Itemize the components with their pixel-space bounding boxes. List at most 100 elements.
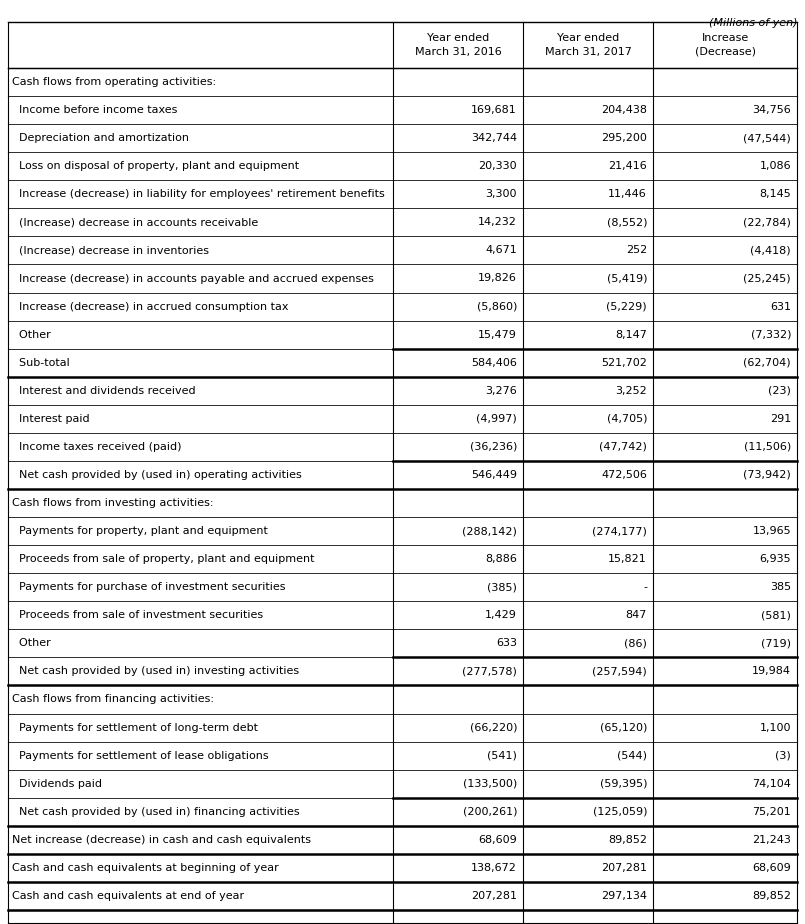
Text: 252: 252 (625, 246, 647, 255)
Text: (277,578): (277,578) (462, 666, 517, 676)
Text: 74,104: 74,104 (752, 779, 791, 789)
Text: 291: 291 (770, 414, 791, 424)
Text: (47,544): (47,544) (743, 133, 791, 143)
Text: 34,756: 34,756 (752, 105, 791, 116)
Text: Net cash provided by (used in) operating activities: Net cash provided by (used in) operating… (12, 470, 302, 480)
Text: 8,145: 8,145 (759, 189, 791, 200)
Text: 3,252: 3,252 (615, 385, 647, 395)
Text: Net cash provided by (used in) investing activities: Net cash provided by (used in) investing… (12, 666, 299, 676)
Text: Income before income taxes: Income before income taxes (12, 105, 177, 116)
Text: 19,984: 19,984 (752, 666, 791, 676)
Text: 15,821: 15,821 (609, 554, 647, 565)
Text: (22,784): (22,784) (743, 217, 791, 227)
Text: Year ended
March 31, 2017: Year ended March 31, 2017 (544, 33, 631, 57)
Text: 847: 847 (625, 610, 647, 620)
Text: 546,449: 546,449 (471, 470, 517, 480)
Text: Loss on disposal of property, plant and equipment: Loss on disposal of property, plant and … (12, 161, 299, 171)
Text: Cash flows from financing activities:: Cash flows from financing activities: (12, 695, 214, 704)
Text: 207,281: 207,281 (601, 863, 647, 873)
Text: (257,594): (257,594) (592, 666, 647, 676)
Text: (86): (86) (624, 638, 647, 649)
Text: Net increase (decrease) in cash and cash equivalents: Net increase (decrease) in cash and cash… (12, 834, 311, 845)
Text: (5,229): (5,229) (606, 301, 647, 311)
Text: 68,609: 68,609 (752, 863, 791, 873)
Text: (719): (719) (761, 638, 791, 649)
Text: (5,860): (5,860) (477, 301, 517, 311)
Text: Increase (decrease) in accounts payable and accrued expenses: Increase (decrease) in accounts payable … (12, 274, 374, 284)
Text: (385): (385) (487, 582, 517, 592)
Text: Depreciation and amortization: Depreciation and amortization (12, 133, 189, 143)
Text: 6,935: 6,935 (759, 554, 791, 565)
Text: (65,120): (65,120) (600, 723, 647, 733)
Text: (3): (3) (775, 750, 791, 760)
Text: Interest and dividends received: Interest and dividends received (12, 385, 196, 395)
Text: 472,506: 472,506 (601, 470, 647, 480)
Text: 8,886: 8,886 (485, 554, 517, 565)
Text: (133,500): (133,500) (463, 779, 517, 789)
Text: 342,744: 342,744 (471, 133, 517, 143)
Text: 138,672: 138,672 (471, 863, 517, 873)
Text: Cash flows from operating activities:: Cash flows from operating activities: (12, 77, 216, 87)
Text: Payments for settlement of long-term debt: Payments for settlement of long-term deb… (12, 723, 258, 733)
Text: Cash and cash equivalents at end of year: Cash and cash equivalents at end of year (12, 891, 244, 901)
Text: 20,330: 20,330 (478, 161, 517, 171)
Text: (59,395): (59,395) (600, 779, 647, 789)
Text: Sub-total: Sub-total (12, 358, 70, 368)
Text: 11,446: 11,446 (609, 189, 647, 200)
Text: Payments for property, plant and equipment: Payments for property, plant and equipme… (12, 526, 268, 536)
Text: 89,852: 89,852 (752, 891, 791, 901)
Text: Cash and cash equivalents at beginning of year: Cash and cash equivalents at beginning o… (12, 863, 279, 873)
Text: 1,086: 1,086 (759, 161, 791, 171)
Text: (25,245): (25,245) (743, 274, 791, 284)
Text: 169,681: 169,681 (471, 105, 517, 116)
Text: (7,332): (7,332) (750, 330, 791, 340)
Text: 1,100: 1,100 (759, 723, 791, 733)
Text: 521,702: 521,702 (601, 358, 647, 368)
Text: 14,232: 14,232 (478, 217, 517, 227)
Text: (5,419): (5,419) (606, 274, 647, 284)
Text: (73,942): (73,942) (743, 470, 791, 480)
Text: (581): (581) (761, 610, 791, 620)
Text: (36,236): (36,236) (469, 442, 517, 452)
Text: -: - (643, 582, 647, 592)
Text: Year ended
March 31, 2016: Year ended March 31, 2016 (415, 33, 502, 57)
Text: Net cash provided by (used in) financing activities: Net cash provided by (used in) financing… (12, 807, 299, 817)
Text: 3,300: 3,300 (485, 189, 517, 200)
Text: Proceeds from sale of property, plant and equipment: Proceeds from sale of property, plant an… (12, 554, 315, 565)
Text: 75,201: 75,201 (752, 807, 791, 817)
Text: 207,281: 207,281 (471, 891, 517, 901)
Text: 631: 631 (770, 301, 791, 311)
Text: Payments for purchase of investment securities: Payments for purchase of investment secu… (12, 582, 286, 592)
Text: Increase (decrease) in accrued consumption tax: Increase (decrease) in accrued consumpti… (12, 301, 288, 311)
Text: (8,552): (8,552) (606, 217, 647, 227)
Text: Dividends paid: Dividends paid (12, 779, 102, 789)
Text: 204,438: 204,438 (601, 105, 647, 116)
Text: Other: Other (12, 330, 51, 340)
Text: (62,704): (62,704) (743, 358, 791, 368)
Text: (4,997): (4,997) (477, 414, 517, 424)
Text: (Increase) decrease in accounts receivable: (Increase) decrease in accounts receivab… (12, 217, 258, 227)
Text: (11,506): (11,506) (744, 442, 791, 452)
Text: Payments for settlement of lease obligations: Payments for settlement of lease obligat… (12, 750, 269, 760)
Text: 15,479: 15,479 (478, 330, 517, 340)
Text: 385: 385 (770, 582, 791, 592)
Text: (66,220): (66,220) (469, 723, 517, 733)
Text: 13,965: 13,965 (753, 526, 791, 536)
Text: (125,059): (125,059) (592, 807, 647, 817)
Text: (23): (23) (768, 385, 791, 395)
Text: 584,406: 584,406 (471, 358, 517, 368)
Text: 633: 633 (496, 638, 517, 649)
Text: 297,134: 297,134 (601, 891, 647, 901)
Text: Increase (decrease) in liability for employees' retirement benefits: Increase (decrease) in liability for emp… (12, 189, 385, 200)
Text: (Millions of yen): (Millions of yen) (708, 18, 797, 28)
Text: 295,200: 295,200 (601, 133, 647, 143)
Text: 19,826: 19,826 (478, 274, 517, 284)
Text: 3,276: 3,276 (485, 385, 517, 395)
Text: (288,142): (288,142) (462, 526, 517, 536)
Text: (47,742): (47,742) (599, 442, 647, 452)
Text: (4,418): (4,418) (750, 246, 791, 255)
Text: Income taxes received (paid): Income taxes received (paid) (12, 442, 181, 452)
Text: 21,243: 21,243 (752, 834, 791, 845)
Text: Cash flows from investing activities:: Cash flows from investing activities: (12, 498, 213, 508)
Text: (541): (541) (487, 750, 517, 760)
